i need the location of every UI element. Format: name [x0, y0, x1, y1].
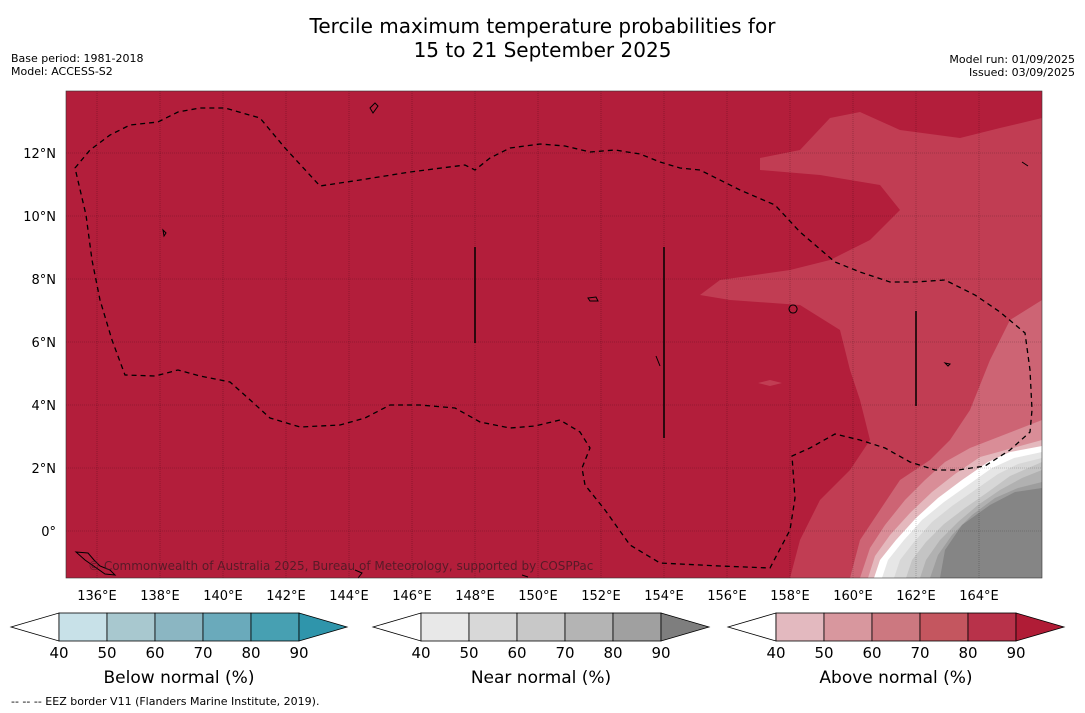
- colorbar-tick-label: 60: [862, 644, 881, 662]
- colorbar-right-extension: [1015, 612, 1066, 642]
- island: [788, 304, 798, 314]
- colorbar-tick-label: 50: [814, 644, 833, 662]
- colorbar-tick-label: 40: [49, 644, 68, 662]
- colorbar-tick-label: 80: [241, 644, 260, 662]
- lat-tick-label: 8°N: [32, 273, 57, 288]
- island: [162, 228, 167, 238]
- colorbar-right-extension: [660, 612, 711, 642]
- lat-tick-label: 10°N: [23, 210, 56, 225]
- colorbar-segment: [250, 612, 300, 642]
- copyright-text: © Commonwealth of Australia 2025, Bureau…: [88, 559, 593, 573]
- lon-tick-label: 140°E: [203, 589, 243, 604]
- colorbar-segment: [871, 612, 921, 642]
- lon-tick-label: 150°E: [518, 589, 558, 604]
- colorbar-segment: [468, 612, 518, 642]
- colorbar-tick-label: 70: [555, 644, 574, 662]
- colorbar-segment: [919, 612, 969, 642]
- map-frame: [65, 90, 1043, 579]
- title-line-1: Tercile maximum temperature probabilitie…: [309, 14, 776, 38]
- colorbar-tick-label: 50: [97, 644, 116, 662]
- islands: [74, 102, 1029, 579]
- issued-date: Issued: 03/09/2025: [968, 66, 1075, 79]
- lon-tick-label: 138°E: [140, 589, 180, 604]
- colorbar-tick-label: 60: [145, 644, 164, 662]
- colorbar-segment: [106, 612, 156, 642]
- lat-tick-label: 2°N: [32, 462, 57, 477]
- colorbar-segment: [775, 612, 825, 642]
- lat-tick-label: 0°: [41, 525, 56, 540]
- lon-tick-label: 158°E: [770, 589, 810, 604]
- colorbar-left-extension: [9, 612, 60, 642]
- colorbar-right-extension: [298, 612, 349, 642]
- lon-tick-label: 164°E: [959, 589, 999, 604]
- colorbar-segment: [154, 612, 204, 642]
- colorbar-tick-label: 70: [910, 644, 929, 662]
- longitude-tick-labels: 136°E 138°E 140°E 142°E 144°E 146°E 148°E 150°E…: [77, 589, 999, 604]
- eez-footnote: -- -- -- EEZ border V11 (Flanders Marine…: [11, 695, 320, 708]
- title-line-2: 15 to 21 September 2025: [413, 38, 672, 62]
- island: [521, 574, 529, 578]
- above-normal-label: Above normal (%): [819, 668, 973, 688]
- lon-tick-label: 136°E: [77, 589, 117, 604]
- island: [74, 551, 117, 576]
- colorbar-segment: [58, 612, 108, 642]
- above-80-patch: [758, 380, 782, 386]
- colorbar-tick-label: 40: [766, 644, 785, 662]
- island: [655, 355, 661, 367]
- lon-tick-label: 154°E: [644, 589, 684, 604]
- lon-tick-label: 156°E: [707, 589, 747, 604]
- colorbar-tick-label: 60: [507, 644, 526, 662]
- colorbar-tick-label: 70: [193, 644, 212, 662]
- colorbar-segment: [564, 612, 614, 642]
- colorbar-segment: [516, 612, 566, 642]
- colorbar-tick-label: 50: [459, 644, 478, 662]
- near-90-region: [940, 488, 1042, 578]
- colorbar-segment: [202, 612, 252, 642]
- graticule: [66, 91, 1042, 578]
- island: [1021, 161, 1029, 167]
- colorbar-segment: [612, 612, 662, 642]
- island: [587, 296, 599, 302]
- colorbar-below-normal: 40 50 60 70 80 90: [9, 612, 349, 662]
- lon-tick-label: 148°E: [455, 589, 495, 604]
- lon-tick-label: 152°E: [581, 589, 621, 604]
- colorbar-segment: [420, 612, 470, 642]
- colorbar-tick-label: 40: [411, 644, 430, 662]
- lon-tick-label: 146°E: [392, 589, 432, 604]
- lon-tick-label: 144°E: [329, 589, 369, 604]
- below-normal-label: Below normal (%): [103, 668, 255, 688]
- lon-tick-label: 142°E: [266, 589, 306, 604]
- meta-left: Base period: 1981-2018 Model: ACCESS-S2: [11, 52, 143, 78]
- lon-tick-label: 162°E: [896, 589, 936, 604]
- meta-right: Model run: 01/09/2025 Issued: 03/09/2025: [949, 53, 1075, 79]
- lon-tick-label: 160°E: [833, 589, 873, 604]
- model-name: Model: ACCESS-S2: [11, 65, 113, 78]
- near-normal-label: Near normal (%): [470, 668, 612, 688]
- island: [369, 102, 379, 114]
- island: [354, 569, 363, 579]
- colorbar-near-normal: 40 50 60 70 80 90: [371, 612, 711, 662]
- colorbar-tick-label: 90: [1006, 644, 1025, 662]
- colorbar-segment: [967, 612, 1017, 642]
- colorbar-above-normal: 40 50 60 70 80 90: [726, 612, 1066, 662]
- colorbar-tick-label: 90: [289, 644, 308, 662]
- base-period: Base period: 1981-2018: [11, 52, 144, 65]
- colorbar-left-extension: [726, 612, 777, 642]
- chart-title: Tercile maximum temperature probabilitie…: [0, 14, 1085, 62]
- colorbar-tick-label: 90: [651, 644, 670, 662]
- lat-tick-label: 6°N: [32, 336, 57, 351]
- colorbar-tick-label: 80: [603, 644, 622, 662]
- colorbar-segment: [823, 612, 873, 642]
- eez-border-palau-fsm: [74, 107, 1033, 569]
- latitude-tick-labels: 12°N 10°N 8°N 6°N 4°N 2°N 0°: [23, 147, 56, 540]
- model-run: Model run: 01/09/2025: [949, 53, 1075, 66]
- lat-tick-label: 12°N: [23, 147, 56, 162]
- colorbar-left-extension: [371, 612, 422, 642]
- lat-tick-label: 4°N: [32, 399, 57, 414]
- colorbar-tick-label: 80: [958, 644, 977, 662]
- island: [943, 362, 952, 367]
